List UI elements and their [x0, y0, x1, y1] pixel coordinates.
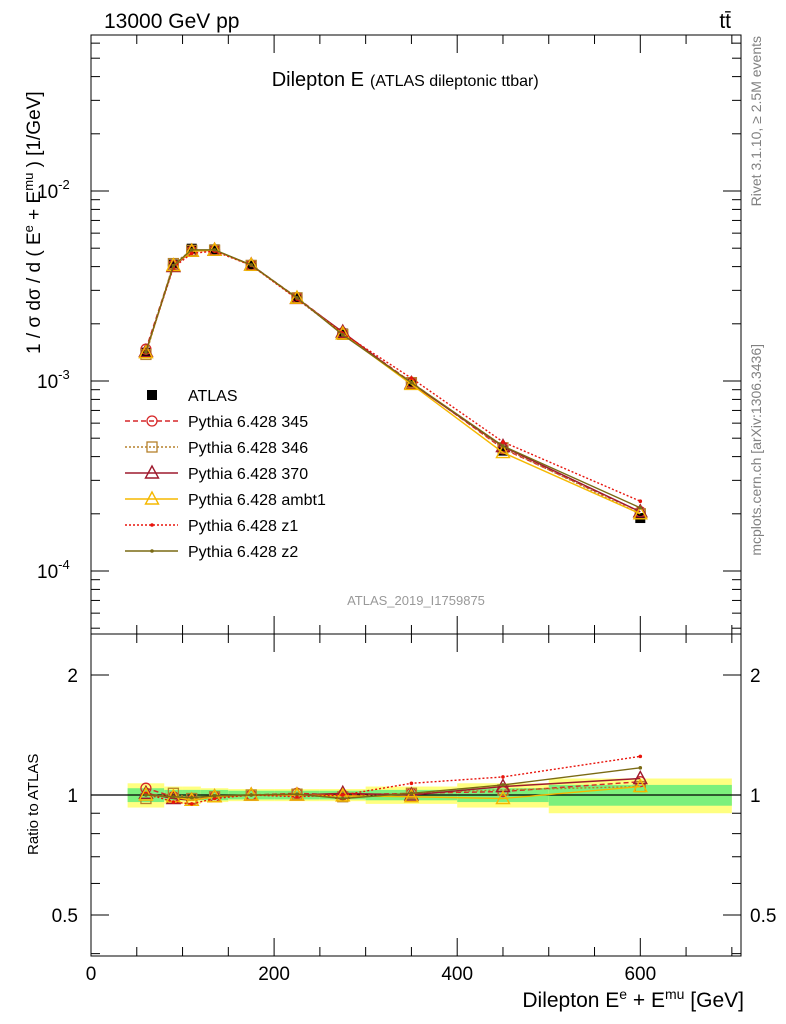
ratio-y-tick-label-right: 0.5: [750, 906, 776, 927]
point-z1: [189, 251, 194, 256]
x-tick-label: 400: [441, 964, 473, 985]
main-y-axis-label: 1 / σ dσ / d ( Ee + Emu ) [1/GeV]: [21, 91, 45, 354]
point-ATLAS: [497, 445, 508, 456]
legend-marker-ambt1: [144, 490, 160, 505]
legend-label-z1: Pythia 6.428 z1: [188, 518, 298, 535]
mcplots-label: mcplots.cern.ch [arXiv:1306.3436]: [748, 344, 764, 556]
legend-marker-ATLAS: [147, 390, 157, 400]
main-series-layer: [138, 241, 648, 524]
ratio-y-axis-label: Ratio to ATLAS: [25, 754, 42, 855]
point-z1: [501, 440, 505, 444]
point-ambt1: [403, 375, 420, 391]
legend-marker-z1: [150, 523, 154, 527]
legend-marker-p346: [146, 441, 158, 453]
legend-label-p345: Pythia 6.428 345: [188, 414, 308, 431]
ratio-point-z2: [189, 795, 194, 800]
ratio-y-tick-label-right: 2: [750, 666, 761, 687]
ratio-point-z2: [249, 793, 254, 797]
ratio-point-ambt1: [403, 788, 420, 803]
point-z2: [409, 380, 414, 385]
ratio-point-z2: [340, 796, 345, 801]
y-tick-label: 10-2: [37, 177, 70, 203]
point-z2: [249, 263, 254, 267]
point-z2: [212, 248, 217, 252]
ratio-point-ambt1: [138, 786, 154, 801]
ratio-series-layer: [138, 754, 648, 806]
ratio-point-z1: [340, 793, 345, 797]
rivet-version-label: Rivet 3.1.10, ≥ 2.5M events: [748, 36, 764, 206]
series-line-z1: [145, 250, 641, 502]
point-z2: [144, 350, 148, 354]
main-axis-ticks: 10-4 10-3 10-2: [37, 35, 741, 634]
point-ambt1: [289, 289, 305, 304]
point-ATLAS: [635, 513, 646, 524]
legend-label-z2: Pythia 6.428 z2: [188, 544, 298, 561]
y-tick-label: 10-4: [37, 557, 70, 583]
legend-marker-p345: [146, 415, 158, 427]
ratio-point-z2: [144, 793, 148, 797]
x-tick-label: 200: [258, 964, 290, 985]
ratio-point-z1: [189, 802, 194, 806]
ratio-point-ambt1: [632, 778, 648, 793]
ratio-point-z1: [501, 775, 505, 779]
ratio-point-z2: [212, 794, 217, 798]
ratio-y-tick-label: 1: [67, 786, 78, 807]
x-axis-label: Dilepton Ee + Emu [GeV]: [522, 986, 744, 1012]
ratio-y-tick-label: 0.5: [52, 906, 78, 927]
analysis-watermark: ATLAS_2019_I1759875: [347, 593, 485, 608]
point-z2: [638, 506, 643, 510]
ratio-point-z2: [501, 783, 505, 787]
point-z2: [189, 248, 194, 252]
point-z2: [340, 333, 345, 337]
ratio-y-tick-label: 2: [67, 666, 78, 687]
x-tick-label: 600: [624, 964, 656, 985]
y-tick-label: 10-3: [37, 367, 70, 393]
point-ambt1: [495, 444, 511, 459]
ratio-point-z2: [295, 792, 299, 796]
ratio-plot-frame: [90, 633, 742, 957]
ratio-point-p370: [632, 770, 648, 785]
point-ambt1: [632, 505, 648, 520]
ratio-point-z2: [638, 766, 643, 770]
point-z2: [171, 263, 176, 268]
plot-title: Dilepton E: [272, 69, 364, 91]
legend-marker-z2: [150, 549, 154, 553]
ratio-y-tick-label-right: 1: [750, 786, 761, 807]
point-z1: [638, 499, 643, 504]
ratio-point-z2: [409, 791, 414, 796]
energy-label: 13000 GeV pp: [104, 10, 239, 33]
ratio-point-z2: [171, 794, 176, 799]
ratio-point-z1: [638, 754, 643, 759]
ratio-point-ambt1: [335, 787, 351, 802]
process-label: tt̄: [719, 10, 731, 33]
legend-label-p346: Pythia 6.428 346: [188, 440, 308, 457]
legend-label-ambt1: Pythia 6.428 ambt1: [188, 492, 326, 509]
ratio-point-p370: [138, 784, 154, 799]
series-line-z2: [145, 249, 641, 509]
ratio-point-ambt1: [243, 786, 259, 801]
ratio-point-ambt1: [495, 790, 511, 805]
plot-subtitle: (ATLAS dileptonic ttbar): [370, 73, 539, 90]
ratio-point-z1: [212, 796, 217, 801]
ratio-point-z1: [295, 794, 299, 799]
point-z2: [295, 296, 299, 300]
legend-label-p370: Pythia 6.428 370: [188, 466, 308, 483]
point-z1: [409, 376, 414, 380]
point-p370: [632, 503, 648, 518]
point-ambt1: [138, 344, 154, 359]
point-p370: [495, 438, 511, 453]
legend: ATLAS Pythia 6.428 345 Pythia 6.428 346 Pyt…: [125, 388, 326, 561]
legend-marker-p370: [144, 464, 160, 479]
x-tick-label: 0: [86, 964, 97, 985]
ratio-line-z2: [145, 767, 641, 800]
ratio-point-z1: [171, 800, 176, 804]
legend-label-ATLAS: ATLAS: [188, 388, 238, 405]
point-z2: [501, 444, 505, 448]
ratio-point-z1: [409, 781, 414, 786]
